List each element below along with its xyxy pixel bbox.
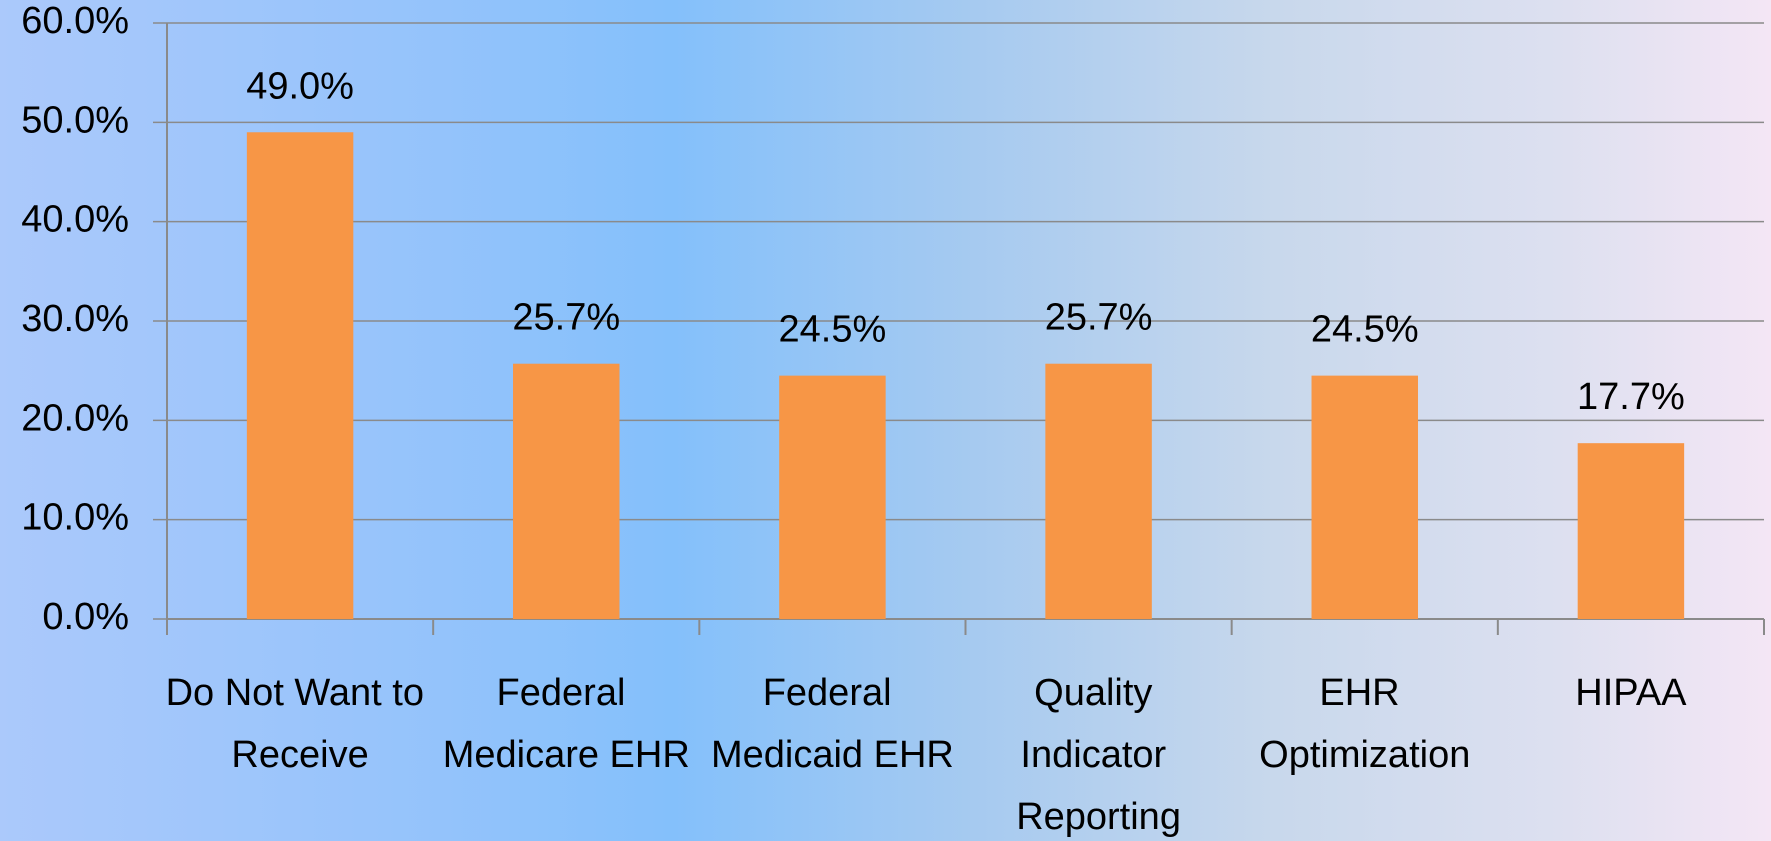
bar — [513, 363, 620, 619]
bar — [1311, 375, 1418, 619]
y-tick-label: 0.0% — [42, 596, 129, 638]
data-label: 25.7% — [512, 297, 620, 339]
y-tick-label: 50.0% — [21, 99, 129, 141]
y-tick-label: 40.0% — [21, 199, 129, 241]
y-tick-label: 30.0% — [21, 298, 129, 340]
bar — [1045, 363, 1152, 619]
bar — [1577, 443, 1685, 619]
x-tick-label: Federal Medicare EHR — [443, 672, 690, 776]
data-label: 25.7% — [1045, 297, 1153, 339]
x-tick-label: Federal Medicaid EHR — [711, 672, 954, 776]
y-tick-label: 20.0% — [21, 397, 129, 439]
x-tick-label: Do Not Want to Receive — [166, 672, 435, 776]
data-label: 49.0% — [246, 65, 354, 107]
data-label: 24.5% — [779, 309, 887, 351]
bar — [779, 375, 886, 619]
x-tick-label: HIPAA — [1575, 672, 1687, 714]
data-label: 24.5% — [1311, 309, 1419, 351]
x-tick-label: Quality Indicator Reporting — [1016, 672, 1181, 838]
data-label: 17.7% — [1577, 376, 1685, 418]
x-tick-label: EHR Optimization — [1259, 672, 1470, 776]
y-tick-label: 10.0% — [21, 497, 129, 539]
bar — [246, 132, 354, 619]
y-tick-label: 60.0% — [21, 0, 129, 42]
